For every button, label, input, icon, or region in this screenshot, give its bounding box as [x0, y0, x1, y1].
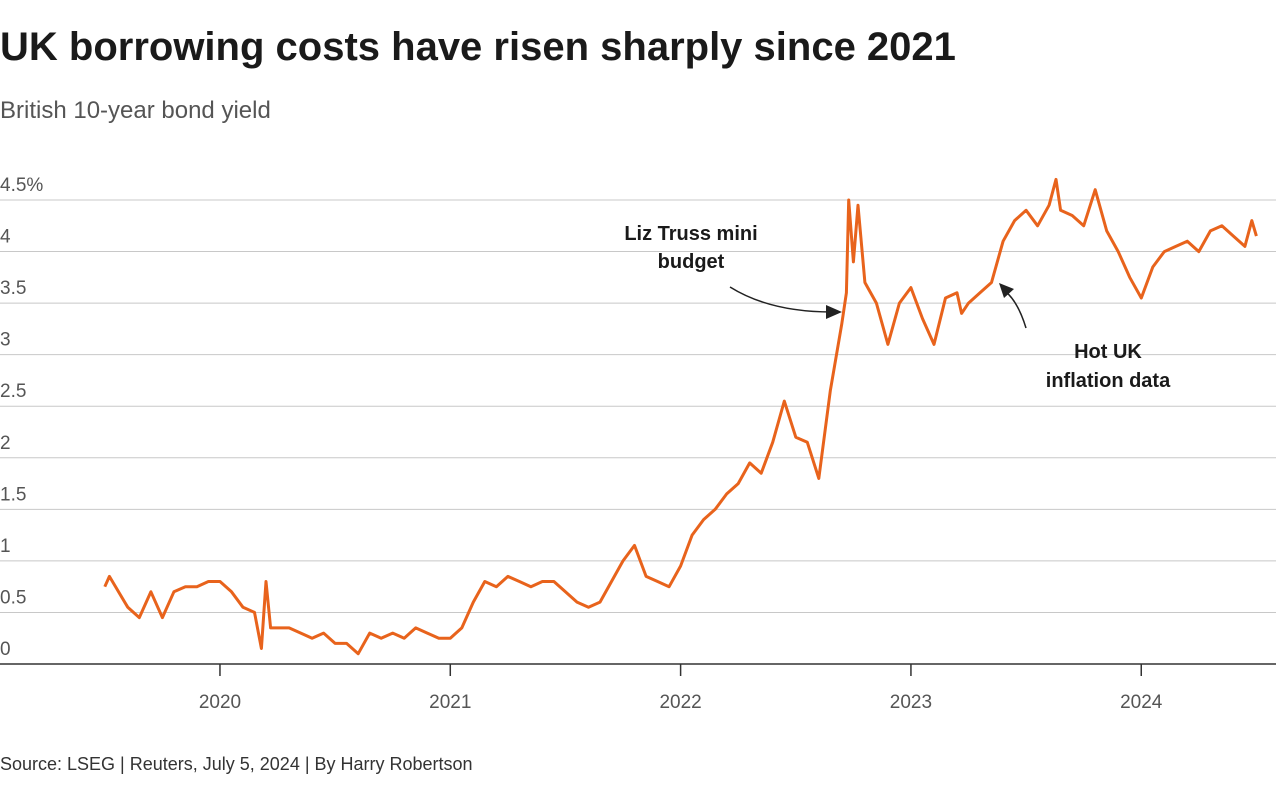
annotation-arrowhead: [826, 305, 842, 319]
annotation-arrow: [1005, 291, 1027, 329]
y-tick-label: 4.5%: [0, 175, 43, 196]
annotation-text: Liz Truss mini: [624, 223, 757, 245]
x-tick-label: 2023: [890, 692, 932, 713]
y-tick-label: 4: [0, 227, 11, 248]
grid: 0 0.5 1 1.5 2 2.5 3 3.5 4 4.5% 2020 2021 2022 2023 202…: [0, 175, 1276, 713]
y-tick-label: 1.5: [0, 484, 26, 505]
chart-title: UK borrowing costs have risen sharply si…: [0, 25, 956, 69]
x-tick-label: 2021: [429, 692, 471, 713]
annotation-text: budget: [658, 251, 725, 273]
x-tick-label: 2022: [659, 692, 701, 713]
annotation-arrowhead: [999, 283, 1014, 298]
annotation-text: inflation data: [1046, 370, 1171, 392]
series-line: [103, 177, 1258, 656]
y-tick-label: 0.5: [0, 587, 26, 608]
y-tick-label: 0: [0, 639, 11, 660]
annotation-arrow: [729, 286, 833, 313]
y-tick-label: 2: [0, 433, 11, 454]
source-note: Source: LSEG | Reuters, July 5, 2024 | B…: [0, 754, 473, 774]
y-tick-label: 3.5: [0, 278, 26, 299]
x-tick-label: 2024: [1120, 692, 1163, 713]
plot: [103, 177, 1258, 656]
y-tick-label: 1: [0, 536, 11, 557]
chart-subtitle: British 10-year bond yield: [0, 97, 271, 124]
annotation-text: Hot UK: [1074, 341, 1142, 363]
y-tick-label: 2.5: [0, 381, 26, 402]
x-tick-label: 2020: [199, 692, 241, 713]
y-tick-label: 3: [0, 330, 11, 351]
